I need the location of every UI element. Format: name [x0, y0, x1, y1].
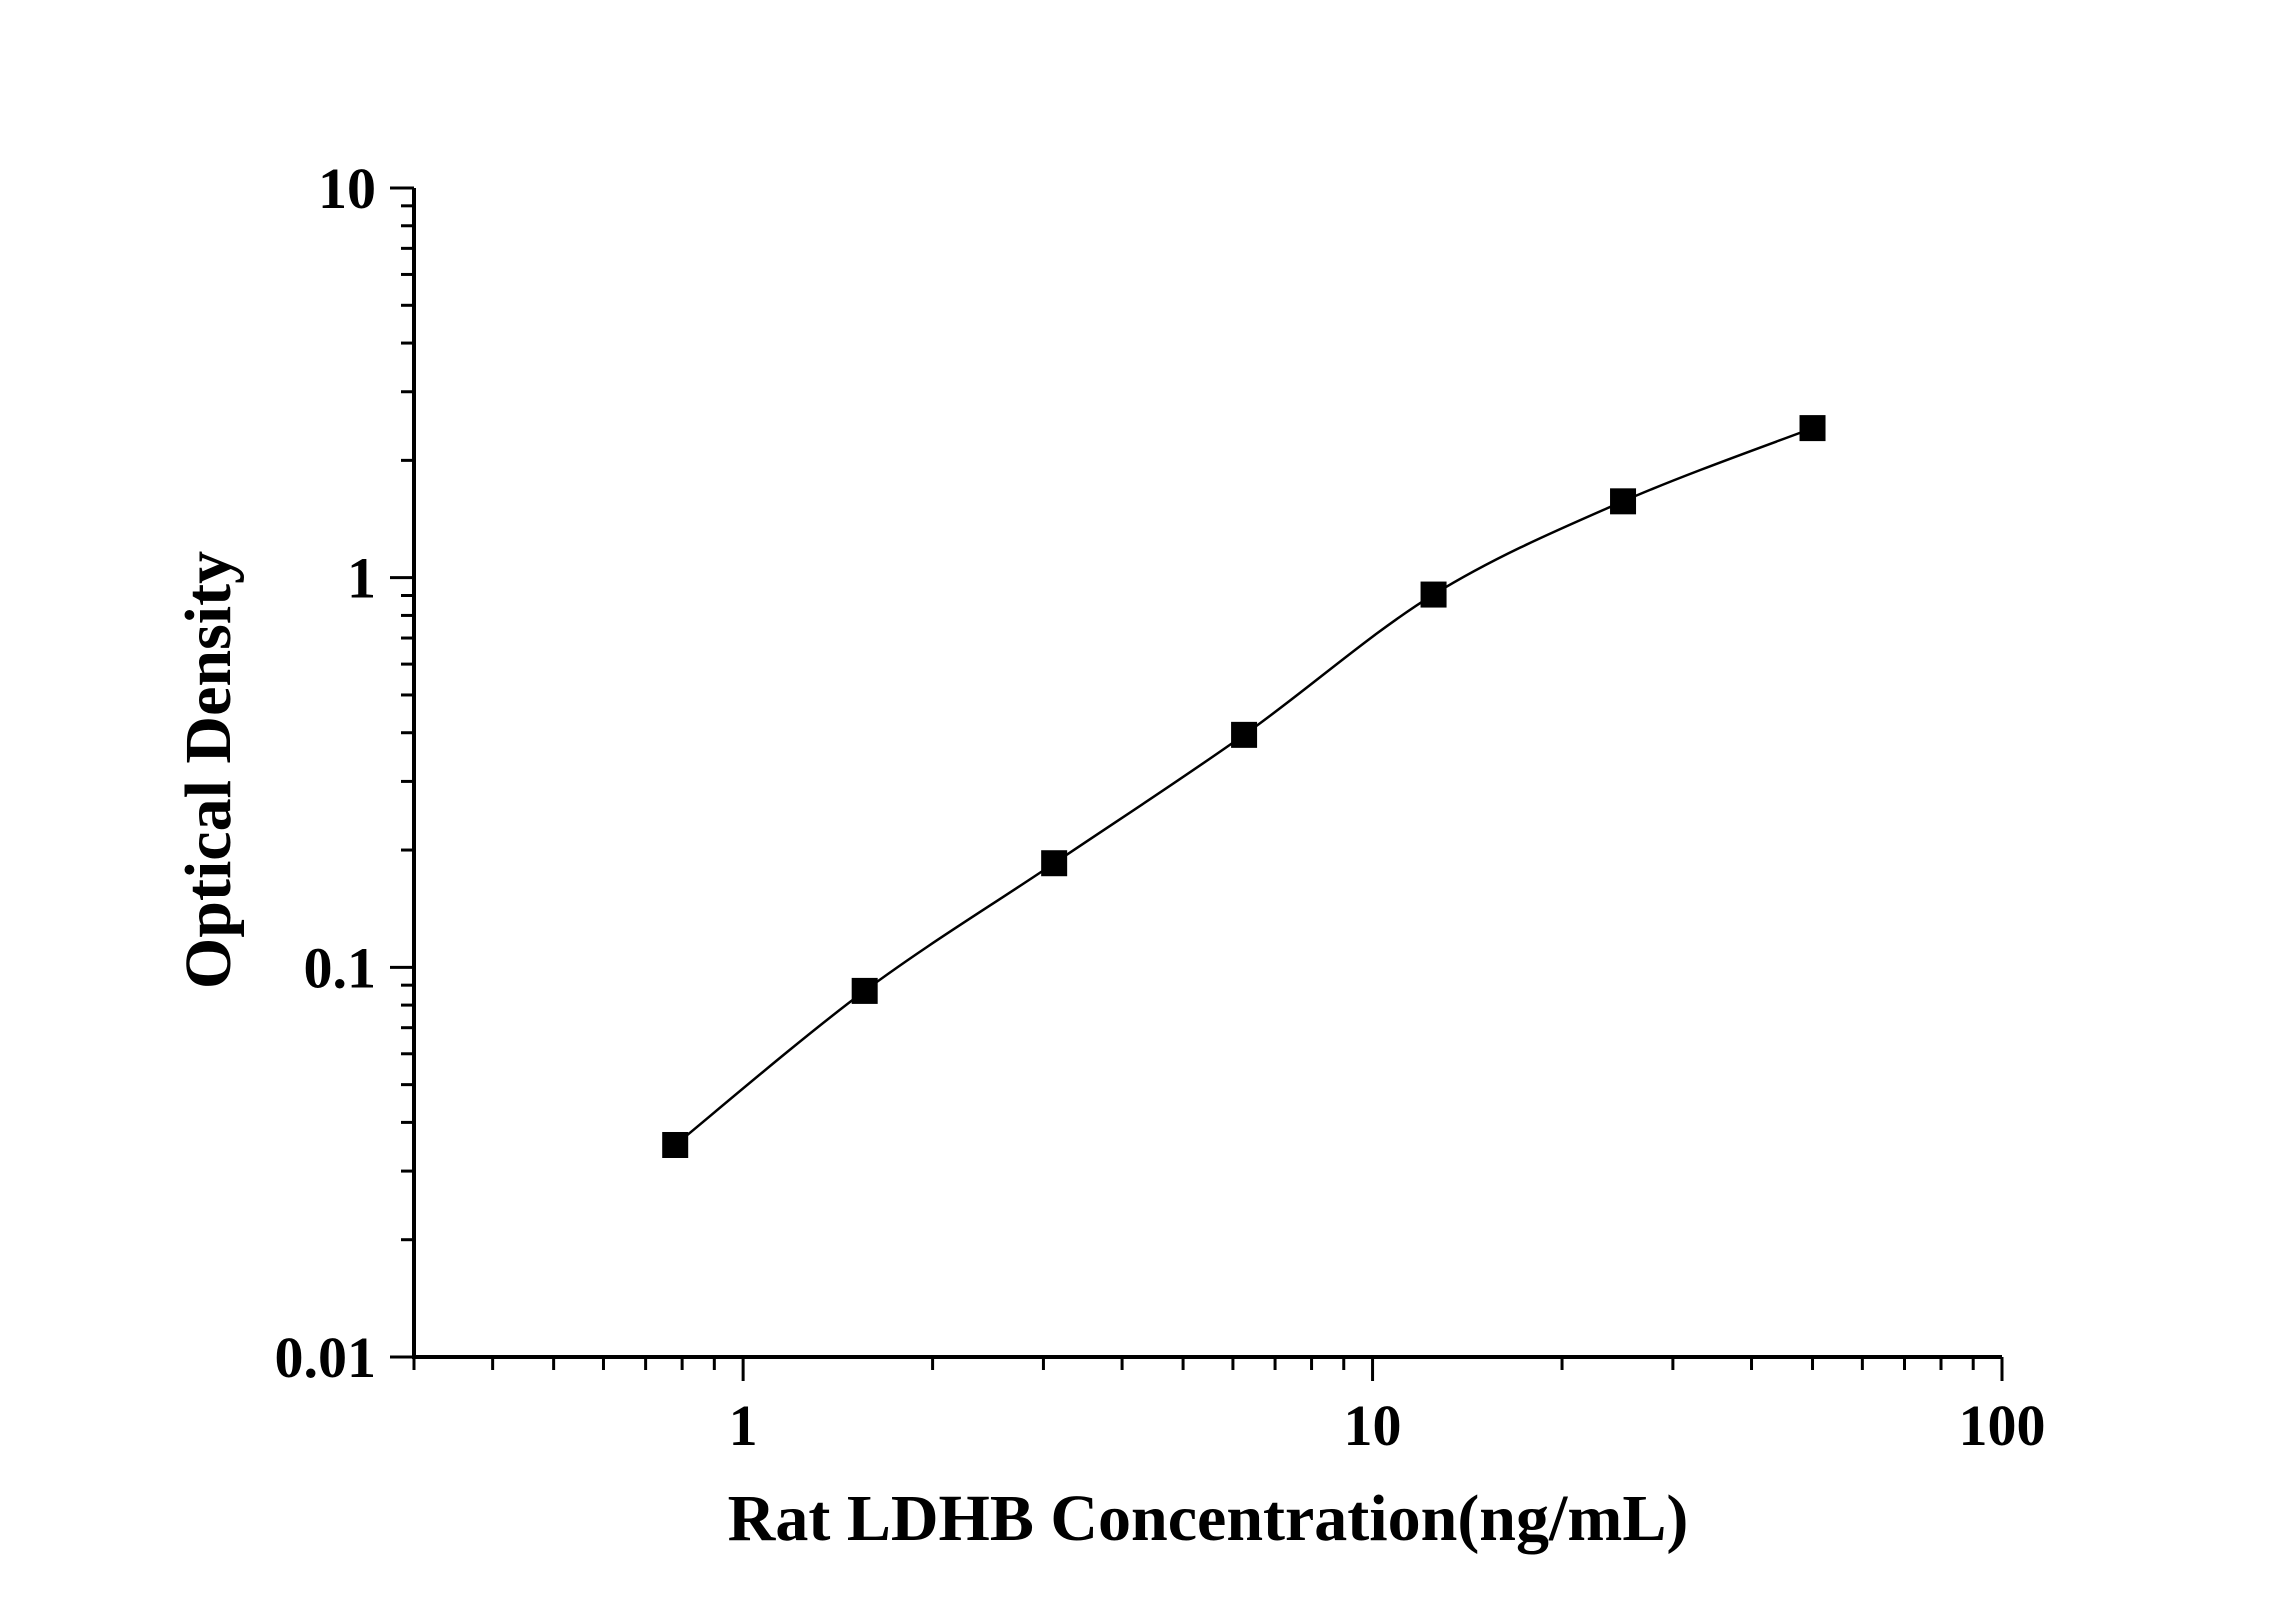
x-tick-label: 10: [1344, 1393, 1402, 1458]
data-point: [1610, 488, 1637, 515]
data-point: [1041, 850, 1068, 877]
axes: [412, 188, 2002, 1359]
data-point: [1231, 721, 1258, 748]
tick-labels: 1 10 100 0.01 0.1 1 10: [275, 156, 2046, 1458]
x-tick-label: 100: [1959, 1393, 2046, 1458]
data-point: [851, 977, 878, 1004]
x-tick-label: 1: [729, 1393, 758, 1458]
data-point: [1799, 415, 1826, 442]
data-points: [662, 415, 1826, 1158]
x-axis-title: Rat LDHB Concentration(ng/mL): [728, 1482, 1689, 1555]
y-tick-label: 10: [318, 156, 376, 221]
fit-curve: [674, 426, 1813, 1146]
y-tick-label: 0.1: [304, 935, 377, 1000]
y-axis-title: Optical Density: [172, 551, 245, 989]
y-tick-label: 0.01: [275, 1325, 377, 1390]
fit-curve-layer: [674, 426, 1813, 1146]
y-tick-label: 1: [347, 546, 376, 611]
data-point: [662, 1131, 689, 1158]
data-point: [1420, 581, 1447, 608]
ticks: [390, 186, 2004, 1381]
